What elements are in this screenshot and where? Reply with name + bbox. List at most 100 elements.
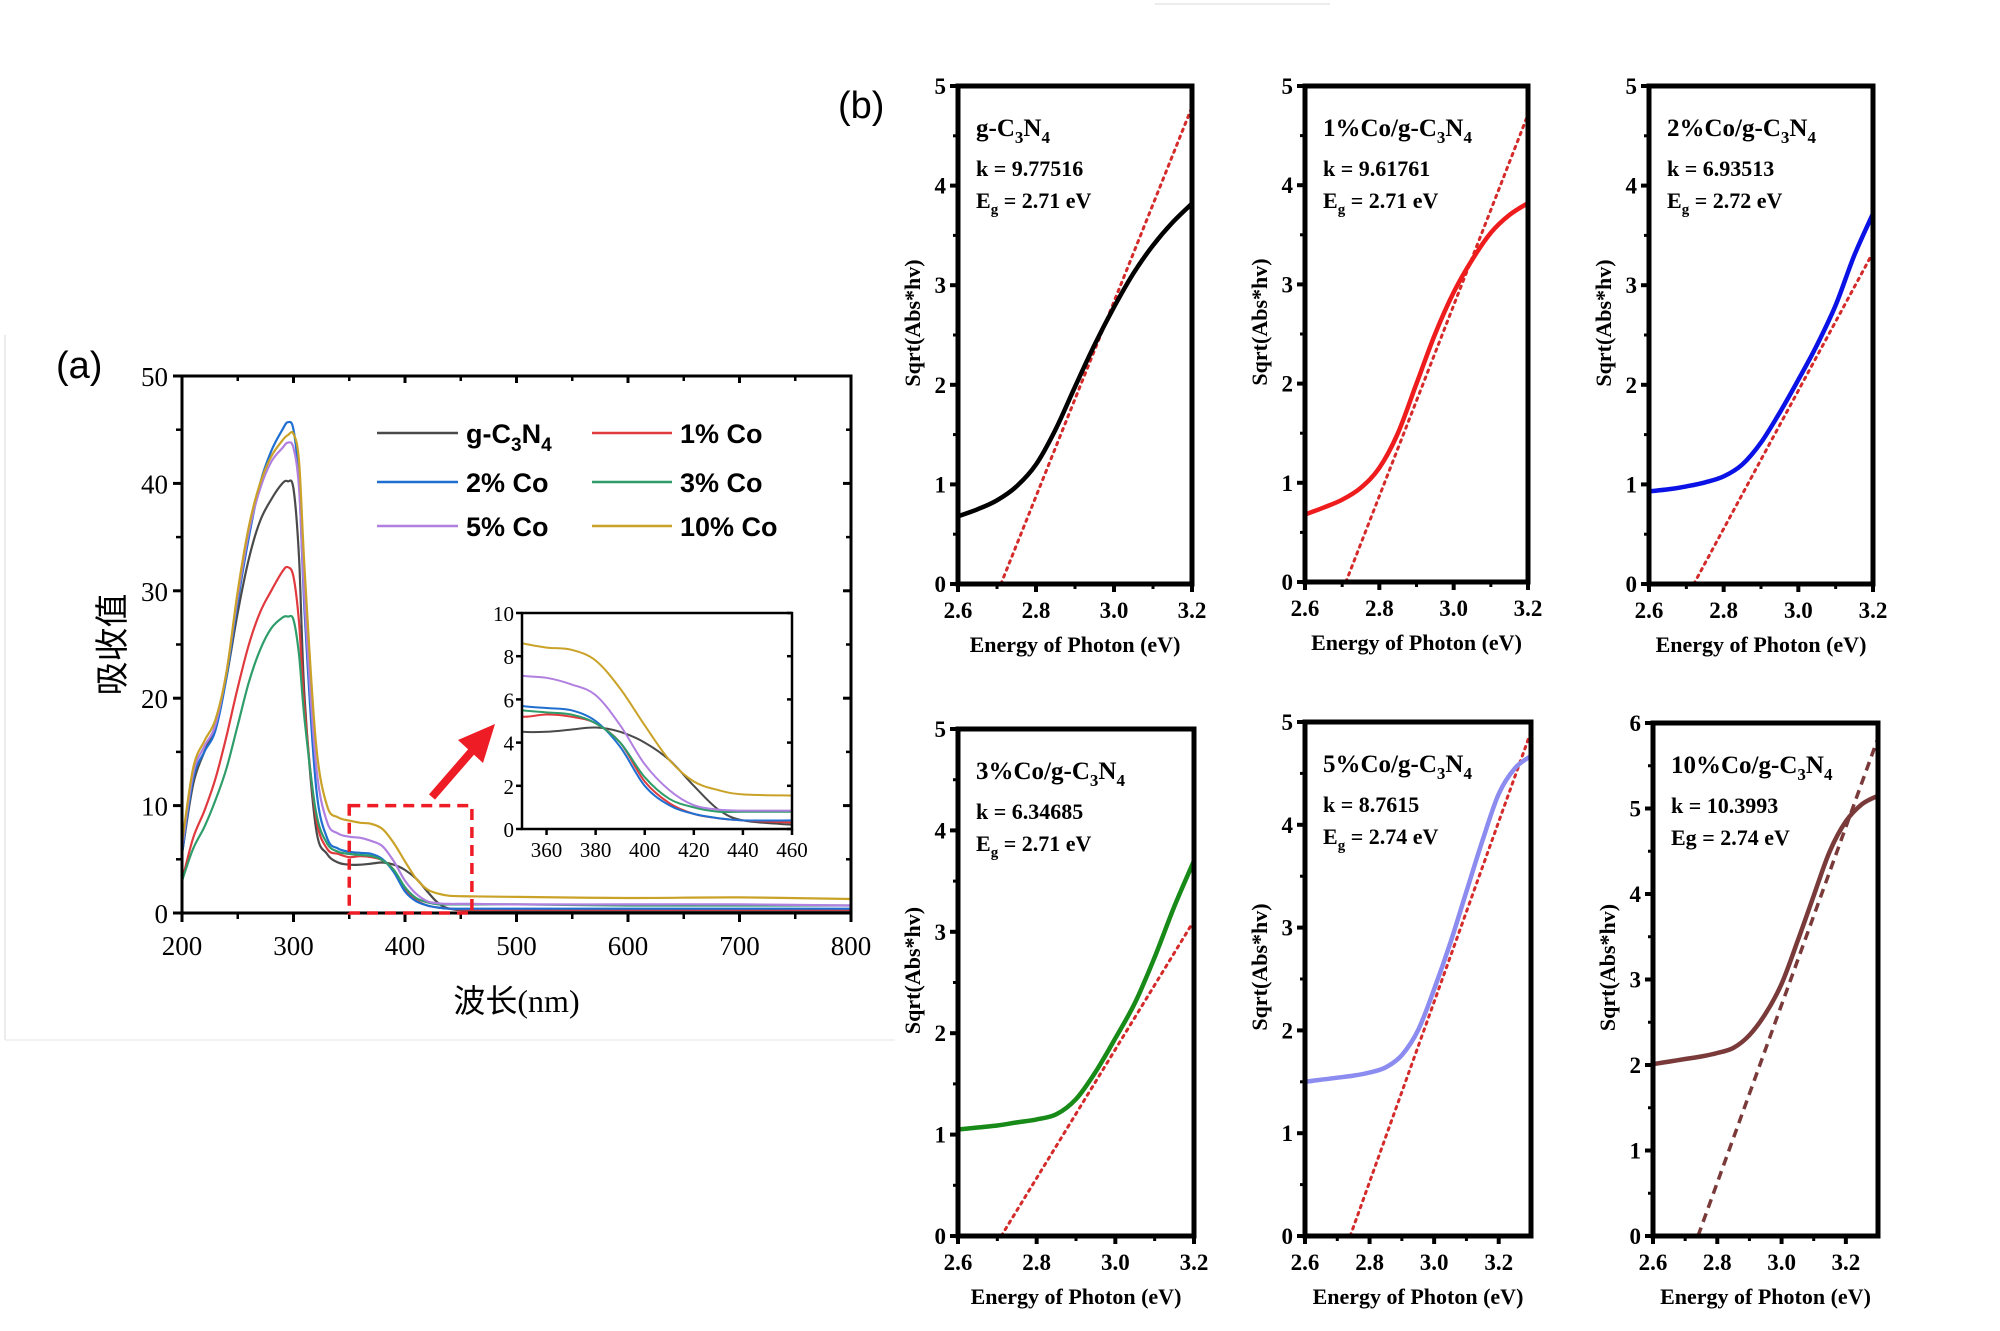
y-axis-label: Sqrt(Abs*hv) — [1595, 904, 1620, 1031]
y-tick-label: 3 — [1282, 272, 1294, 297]
plot-area — [1305, 730, 1531, 1236]
legend-label-5: 10% Co — [680, 512, 778, 542]
y-tick-label: 5 — [1282, 710, 1294, 735]
x-tick-label: 3.2 — [1484, 1250, 1513, 1275]
y-tick-label: 0 — [1282, 1224, 1294, 1249]
y-tick-label: 1 — [935, 472, 947, 497]
y-tick-label: 2 — [1626, 373, 1638, 398]
y-tick-label: 0 — [155, 899, 169, 929]
y-axis-label: 吸收值 — [94, 594, 132, 696]
inset-chart: 360 380 400 420 440 460 0 2 4 6 8 10 — [493, 602, 808, 862]
x-tick-label: 3.2 — [1514, 596, 1543, 621]
inset-y-tick-label: 2 — [504, 775, 515, 799]
plot-area — [1653, 737, 1878, 1236]
sample-title: 10%Co/g-C3N4 — [1671, 752, 1833, 784]
x-tick-label: 3.2 — [1180, 1250, 1209, 1275]
tauc-plot-2pct-co: 2.6 2.8 3.0 3.2 0 1 2 3 4 5 Energy of Photon (eV) S… — [1591, 74, 1887, 657]
x-tick-label: 2.6 — [1639, 1250, 1668, 1275]
k-value: k = 9.77516 — [976, 156, 1083, 181]
inset-y-tick-label: 4 — [504, 732, 515, 756]
plot-area — [1649, 211, 1873, 584]
sample-title: 1%Co/g-C3N4 — [1323, 115, 1472, 147]
y-tick-label: 40 — [141, 469, 168, 499]
inset-series-line-2 — [522, 704, 792, 822]
legend-label-4: 5% Co — [466, 512, 549, 542]
y-tick-label: 4 — [1282, 173, 1294, 198]
y-tick-label: 5 — [1630, 797, 1642, 822]
y-tick-label: 4 — [1626, 174, 1638, 199]
y-tick-label: 2 — [935, 1021, 947, 1046]
inset-y-tick-label: 8 — [504, 645, 515, 669]
tangent-fit-line — [999, 919, 1194, 1236]
band-gap-value: Eg = 2.72 eV — [1667, 188, 1782, 218]
y-tick-label: 4 — [935, 174, 947, 199]
x-axis-label: Energy of Photon (eV) — [1660, 1284, 1871, 1309]
panel-b-label: (b) — [838, 85, 884, 127]
inset-x-tick-label: 360 — [531, 838, 563, 862]
sample-title: g-C3N4 — [976, 115, 1050, 147]
x-axis-label: Energy of Photon (eV) — [1311, 630, 1522, 655]
tangent-fit-line — [1344, 113, 1528, 582]
inset-y-tick-label: 10 — [493, 602, 514, 626]
tauc-plot-1pct-co: 2.6 2.8 3.0 3.2 0 1 2 3 4 5 Energy of Photon (eV) S… — [1247, 74, 1542, 655]
inset-x-tick-label: 420 — [678, 838, 710, 862]
y-tick-label: 0 — [1282, 570, 1294, 595]
inset-series-line-4 — [522, 674, 792, 812]
k-value: k = 9.61761 — [1323, 156, 1430, 181]
x-tick-label: 2.8 — [1022, 1250, 1051, 1275]
tangent-fit-line — [1692, 250, 1873, 584]
y-tick-label: 5 — [935, 74, 947, 99]
y-tick-label: 0 — [935, 1224, 947, 1249]
x-tick-label: 2.8 — [1365, 596, 1394, 621]
x-tick-label: 2.8 — [1022, 598, 1051, 623]
band-gap-value: Eg = 2.74 eV — [1323, 824, 1438, 854]
y-tick-label: 2 — [1282, 1018, 1294, 1043]
x-tick-label: 2.6 — [944, 598, 973, 623]
x-tick-label: 3.0 — [1100, 598, 1129, 623]
y-tick-label: 50 — [141, 362, 168, 392]
y-axis-label: Sqrt(Abs*hv) — [1591, 259, 1616, 386]
y-tick-label: 3 — [1282, 916, 1294, 941]
x-tick-label: 600 — [608, 931, 649, 961]
x-axis-label: Energy of Photon (eV) — [970, 632, 1181, 657]
y-tick-label: 0 — [935, 572, 947, 597]
tauc-curve — [958, 858, 1194, 1132]
y-tick-label: 10 — [141, 792, 168, 822]
y-tick-label: 6 — [1630, 711, 1642, 736]
inset-frame — [520, 611, 794, 831]
y-tick-label: 20 — [141, 684, 168, 714]
y-tick-label: 4 — [1282, 813, 1294, 838]
zoom-arrow-head-icon — [458, 724, 495, 763]
inset-x-tick-label: 400 — [629, 838, 661, 862]
tangent-fit-line — [1348, 730, 1531, 1236]
y-tick-label: 4 — [935, 818, 947, 843]
x-axis-label: Energy of Photon (eV) — [971, 1284, 1182, 1309]
y-tick-label: 3 — [1630, 968, 1642, 993]
x-tick-label: 3.0 — [1439, 596, 1468, 621]
x-tick-label: 3.0 — [1767, 1250, 1796, 1275]
plot-area — [958, 105, 1192, 584]
band-gap-value: Eg = 2.71 eV — [976, 188, 1091, 218]
zoom-region-box — [347, 803, 474, 915]
k-value: k = 10.3993 — [1671, 793, 1778, 818]
x-tick-label: 2.6 — [944, 1250, 973, 1275]
y-tick-label: 4 — [1630, 882, 1642, 907]
legend-label-3: 3% Co — [680, 468, 763, 498]
tauc-plot-3pct-co: 2.6 2.8 3.0 3.2 0 1 2 3 4 5 Energy of Photon (eV) S… — [900, 717, 1208, 1309]
tauc-curve — [1649, 211, 1873, 494]
y-tick-label: 1 — [1282, 471, 1294, 496]
tauc-curve — [1305, 200, 1528, 517]
x-tick-label: 2.8 — [1355, 1250, 1384, 1275]
x-axis-label: Energy of Photon (eV) — [1313, 1284, 1524, 1309]
x-tick-label: 3.2 — [1859, 598, 1888, 623]
x-tick-label: 3.0 — [1784, 598, 1813, 623]
inset-x-tick-label: 380 — [580, 838, 612, 862]
y-tick-label: 3 — [935, 920, 947, 945]
legend-label-2: 2% Co — [466, 468, 549, 498]
tauc-plot-10pct-co: 2.6 2.8 3.0 3.2 0 1 2 3 4 5 6 Energy of Photon (eV)… — [1595, 711, 1881, 1309]
x-tick-label: 300 — [273, 931, 314, 961]
plot-area — [958, 858, 1194, 1236]
y-axis-label: Sqrt(Abs*hv) — [900, 259, 925, 386]
x-tick-label: 3.2 — [1831, 1250, 1860, 1275]
